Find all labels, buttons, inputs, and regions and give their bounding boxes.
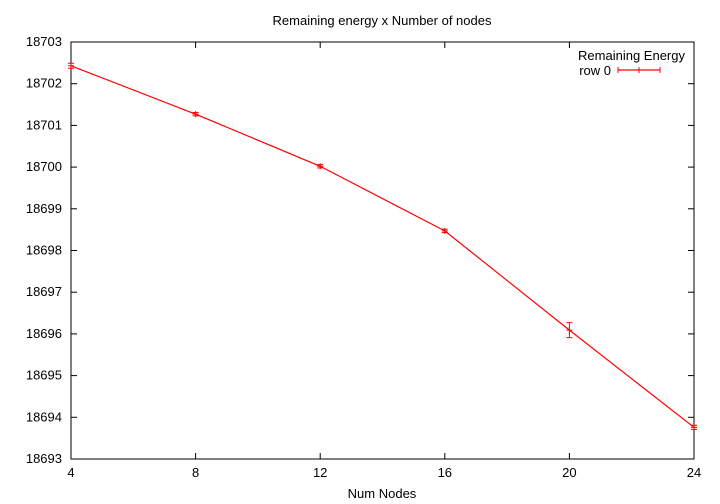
x-tick-label: 24 xyxy=(687,465,701,480)
legend-series-line xyxy=(617,67,661,73)
data-point xyxy=(566,322,573,339)
x-tick-label: 16 xyxy=(438,465,452,480)
y-tick-label: 18703 xyxy=(26,34,62,49)
y-tick-label: 18700 xyxy=(26,159,62,174)
y-tick-label: 18701 xyxy=(26,117,62,132)
data-point xyxy=(68,62,74,69)
x-axis-label: Num Nodes xyxy=(348,486,417,501)
y-tick-label: 18695 xyxy=(26,368,62,383)
data-point xyxy=(317,163,324,170)
legend-title: Remaining Energy xyxy=(578,48,685,63)
x-tick-label: 12 xyxy=(313,465,327,480)
x-tick-label: 8 xyxy=(192,465,199,480)
y-tick-label: 18693 xyxy=(26,451,62,466)
data-point xyxy=(691,424,697,431)
data-point xyxy=(192,111,199,118)
y-tick-label: 18696 xyxy=(26,326,62,341)
plot-area-frame xyxy=(70,41,695,460)
y-tick-label: 18699 xyxy=(26,201,62,216)
y-tick-label: 18698 xyxy=(26,243,62,258)
data-point xyxy=(441,227,448,234)
y-tick-label: 18697 xyxy=(26,284,62,299)
legend-series-label: row 0 xyxy=(579,63,611,78)
x-tick-label: 4 xyxy=(67,465,74,480)
series-line xyxy=(70,65,695,428)
y-axis: 18693 18694 18695 18696 18697 18698 18699 18700… xyxy=(26,34,694,466)
x-tick-label: 20 xyxy=(562,465,576,480)
x-axis: 4 8 12 16 20 24 xyxy=(67,42,701,480)
y-tick-label: 18702 xyxy=(26,76,62,91)
chart-title: Remaining energy x Number of nodes xyxy=(273,13,492,28)
y-tick-label: 18694 xyxy=(26,409,62,424)
series-layer xyxy=(68,62,697,431)
legend: Remaining Energy row 0 xyxy=(578,48,685,78)
